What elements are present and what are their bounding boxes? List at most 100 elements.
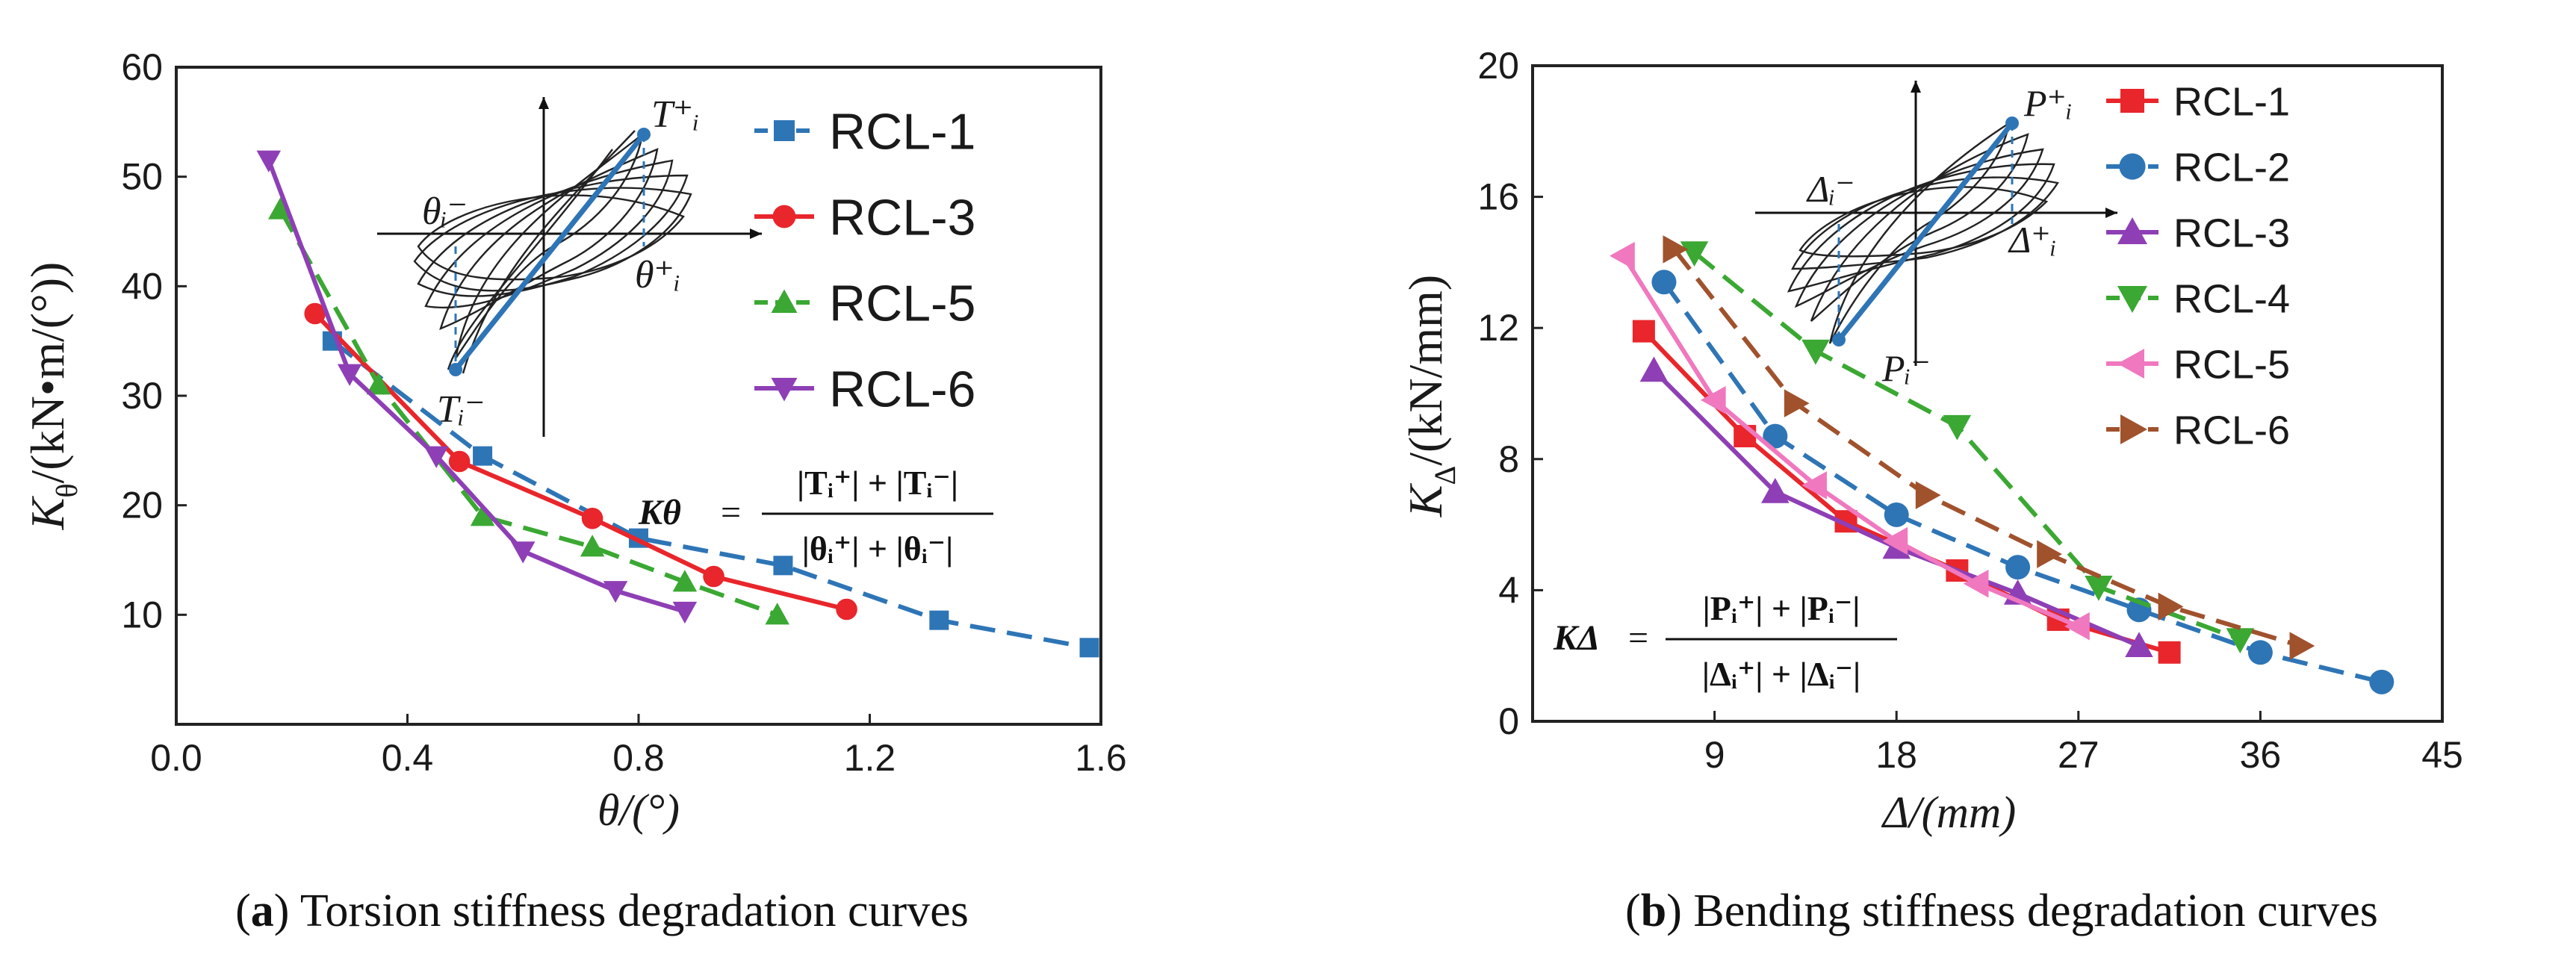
- y-tick-label: 10: [121, 594, 163, 635]
- panel-a-y-axis-label: Kθ/(kN•m/(°)): [21, 262, 84, 531]
- inset-label-delta-minus: Δᵢ⁻: [1806, 168, 1855, 210]
- data-point-rcl-3: [448, 450, 471, 473]
- data-point-rcl-6: [2289, 632, 2315, 660]
- data-point-rcl-6: [423, 446, 449, 468]
- data-point-rcl-1: [929, 610, 949, 630]
- legend-marker-rcl-5: [2117, 349, 2144, 379]
- inset-label-t-minus: Tᵢ⁻: [437, 388, 485, 431]
- legend-label-rcl-5: RCL-5: [2173, 342, 2290, 387]
- svg-text:=: =: [1628, 618, 1648, 658]
- data-point-rcl-2: [1651, 270, 1677, 295]
- legend-marker-rcl-3: [2117, 217, 2147, 244]
- panel-b-x-axis-label: Δ/(mm): [1881, 788, 2017, 837]
- data-point-rcl-5: [1882, 526, 1908, 556]
- data-point-rcl-1: [1079, 638, 1099, 658]
- legend-marker-rcl-3: [772, 205, 796, 228]
- data-point-rcl-5: [580, 535, 605, 557]
- panel-b-inset-hysteresis: P⁺ᵢ Pᵢ⁻ Δᵢ⁻ Δ⁺ᵢ: [1755, 81, 2117, 389]
- data-point-rcl-5: [672, 570, 698, 592]
- inset-label-p-minus: Pᵢ⁻: [1881, 347, 1931, 389]
- panel-a-caption: (a) Torsion stiffness degradation curves: [235, 886, 969, 936]
- data-point-rcl-6: [2037, 540, 2062, 568]
- inset-label-theta-plus: θ⁺ᵢ: [635, 254, 680, 296]
- y-tick-label: 30: [121, 375, 163, 417]
- svg-text:KΔ/(kN/mm): KΔ/(kN/mm): [1399, 275, 1462, 517]
- legend-label-rcl-6: RCL-6: [2173, 408, 2290, 452]
- legend-marker-rcl-1: [774, 120, 795, 141]
- legend-label-rcl-1: RCL-1: [829, 103, 976, 160]
- legend-marker-rcl-5: [771, 289, 798, 313]
- panel-b-formula: KΔ = |Pᵢ⁺| + |Pᵢ⁻| |Δᵢ⁺| + |Δᵢ⁻|: [1553, 589, 1897, 693]
- panel-a-legend: RCL-1 RCL-3 RCL-5 RCL-6: [754, 103, 976, 417]
- series-line-rcl-6: [266, 159, 686, 614]
- data-point-rcl-3: [2125, 632, 2153, 658]
- x-tick-label: 0.8: [612, 737, 665, 779]
- formula-a-denominator: |θᵢ⁺| + |θᵢ⁻|: [802, 529, 954, 567]
- data-point-rcl-5: [1963, 569, 1989, 598]
- data-point-rcl-6: [603, 581, 628, 603]
- y-tick-label: 4: [1498, 569, 1519, 611]
- data-point-rcl-3: [581, 507, 603, 529]
- data-point-rcl-1: [1734, 425, 1757, 448]
- y-tick-label: 50: [121, 156, 163, 198]
- data-point-rcl-4: [1680, 241, 1709, 267]
- data-point-rcl-6: [256, 150, 282, 172]
- series-line-rcl-1: [331, 339, 1090, 650]
- formula-b-denominator: |Δᵢ⁺| + |Δᵢ⁻|: [1702, 655, 1860, 693]
- data-point-rcl-3: [304, 302, 326, 325]
- y-tick-label: 20: [1477, 45, 1519, 87]
- y-tick-label: 60: [121, 46, 163, 88]
- data-point-rcl-6: [1915, 481, 1941, 509]
- data-point-rcl-5: [366, 373, 391, 395]
- data-point-rcl-5: [470, 504, 495, 526]
- y-tick-label: 40: [121, 265, 163, 307]
- data-point-rcl-3: [1639, 356, 1669, 382]
- data-point-rcl-5: [268, 197, 293, 220]
- data-point-rcl-2: [1884, 502, 1909, 527]
- data-point-rcl-3: [836, 598, 857, 621]
- y-tick-label: 8: [1498, 438, 1519, 480]
- legend-label-rcl-6: RCL-6: [829, 361, 976, 417]
- panel-b-caption: (b) Bending stiffness degradation curves: [1625, 886, 2378, 936]
- panel-a-torsion-chart: 0.0 0.4 0.8 1.2 1.6 10 20 30 40 50 60 T⁺ᵢ: [21, 46, 1127, 936]
- data-point-rcl-2: [2369, 669, 2395, 694]
- data-point-rcl-4: [1801, 339, 1830, 365]
- y-tick-label: 12: [1477, 307, 1519, 349]
- x-tick-label: 18: [1875, 734, 1917, 776]
- formula-b-lhs: KΔ: [1553, 618, 1600, 658]
- legend-marker-rcl-4: [2117, 286, 2147, 313]
- legend-marker-rcl-2: [2119, 153, 2146, 180]
- legend-label-rcl-1: RCL-1: [2173, 79, 2290, 124]
- data-point-rcl-5: [1700, 386, 1726, 414]
- data-point-rcl-6: [1663, 235, 1689, 264]
- svg-text:Kθ/(kN•m/(°)): Kθ/(kN•m/(°)): [21, 262, 84, 531]
- inset-label-t-plus: T⁺ᵢ: [651, 93, 700, 136]
- data-point-rcl-6: [511, 541, 536, 564]
- formula-a-numerator: |Tᵢ⁺| + |Tᵢ⁻|: [797, 464, 958, 502]
- y-tick-label: 20: [121, 485, 163, 526]
- series-line-rcl-5: [1621, 255, 2079, 629]
- data-point-rcl-1: [1632, 320, 1655, 343]
- x-tick-label: 27: [2058, 734, 2099, 776]
- panel-a-formula: Kθ = |Tᵢ⁺| + |Tᵢ⁻| |θᵢ⁺| + |θᵢ⁻|: [638, 464, 993, 567]
- series-line-rcl-6: [1672, 247, 2302, 648]
- y-tick-label: 16: [1477, 176, 1519, 218]
- data-point-rcl-5: [765, 603, 789, 625]
- x-tick-label: 1.2: [844, 737, 896, 779]
- data-point-rcl-1: [773, 556, 793, 576]
- legend-label-rcl-3: RCL-3: [2173, 211, 2290, 255]
- inset-label-theta-minus: θᵢ⁻: [422, 190, 468, 233]
- legend-label-rcl-3: RCL-3: [829, 189, 976, 246]
- svg-text:=: =: [721, 493, 741, 532]
- data-point-rcl-1: [473, 446, 493, 466]
- x-tick-label: 1.6: [1075, 737, 1127, 779]
- panel-b-legend: RCL-1 RCL-2 RCL-3 RCL-4 RCL-5 RCL-6: [2106, 79, 2290, 452]
- legend-marker-rcl-6: [2120, 414, 2147, 444]
- inset-label-p-plus: P⁺ᵢ: [2023, 82, 2073, 124]
- legend-label-rcl-2: RCL-2: [2173, 145, 2290, 190]
- legend-marker-rcl-1: [2120, 89, 2144, 113]
- panel-b-bending-chart: 9 18 27 36 45 0 4 8 12 16 20 P⁺ᵢ Pᵢ⁻ Δᵢ⁻ Δ⁺ᵢ: [1399, 45, 2463, 936]
- data-point-rcl-4: [2226, 628, 2255, 653]
- data-point-rcl-6: [1784, 389, 1810, 417]
